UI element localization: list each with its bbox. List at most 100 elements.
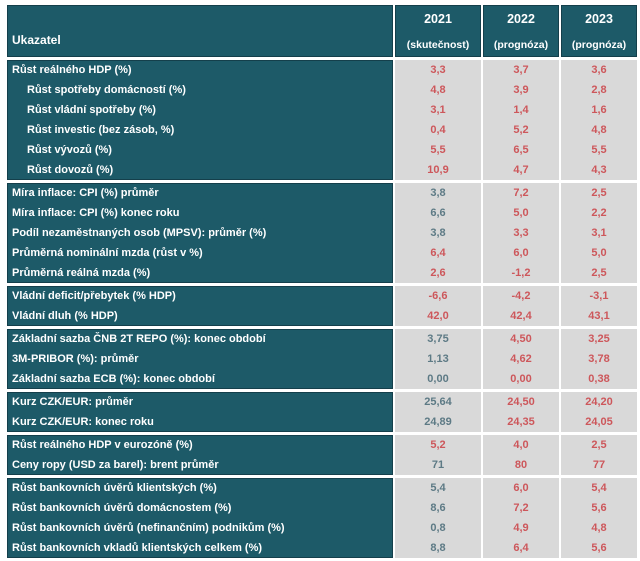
group-label-column: Základní sazba ČNB 2T REPO (%): konec ob…: [7, 329, 393, 389]
value-cell: 8,8: [430, 542, 446, 554]
group-value-column-2023: 2,5 2,2 3,1 5,0 2,5: [561, 183, 637, 283]
value-cell: 3,75: [427, 333, 449, 345]
row-label: Základní sazba ECB (%): konec období: [12, 373, 215, 385]
value-cell: 24,89: [424, 416, 452, 428]
group-label-column: Růst reálného HDP v eurozóně (%) Ceny rop…: [7, 435, 393, 475]
value-cell: 6,0: [513, 482, 529, 494]
row-label: Růst dovozů (%): [27, 164, 114, 176]
value-cell: 3,7: [513, 64, 529, 76]
row-label: Průměrná reálná mzda (%): [12, 267, 151, 279]
row-label: Vládní deficit/přebytek (% HDP): [12, 290, 176, 302]
value-cell: -6,6: [428, 290, 448, 302]
row-label: Míra inflace: CPI (%) konec roku: [12, 207, 180, 219]
group-label-column: Míra inflace: CPI (%) průměr Míra inflace…: [7, 183, 393, 283]
value-cell: 6,5: [513, 144, 529, 156]
row-label: Růst spotřeby domácností (%): [27, 84, 186, 96]
value-cell: 2,5: [591, 439, 607, 451]
header-indicator-cell: Ukazatel: [7, 5, 393, 57]
group-label-column: Kurz CZK/EUR: průměr Kurz CZK/EUR: konec …: [7, 392, 393, 432]
group-value-column-2022: 6,0 7,2 4,9 6,4: [483, 478, 559, 558]
value-cell: 5,2: [430, 439, 446, 451]
value-cell: 6,4: [513, 542, 529, 554]
row-label: 3M-PRIBOR (%): průměr: [12, 353, 139, 365]
value-cell: 3,3: [513, 227, 529, 239]
value-cell: 42,0: [427, 310, 449, 322]
row-label: Růst bankovních úvěrů klientských (%): [12, 482, 217, 494]
group-value-column-2022: 3,7 3,9 1,4 5,2 6,5 4,7: [483, 60, 559, 180]
header-sub-2023: (prognóza): [571, 39, 627, 51]
row-label: Podíl nezaměstnaných osob (MPSV): průměr…: [12, 227, 267, 239]
value-cell: 5,6: [591, 502, 607, 514]
group-value-column-2021: 5,4 8,6 0,8 8,8: [395, 478, 481, 558]
value-cell: 3,8: [430, 187, 446, 199]
value-cell: 25,64: [424, 396, 452, 408]
value-cell: 1,13: [427, 353, 449, 365]
group-value-column-2022: 24,50 24,35: [483, 392, 559, 432]
value-cell: 3,9: [513, 84, 529, 96]
value-cell: 24,05: [585, 416, 613, 428]
group-value-column-2023: 5,4 5,6 4,8 5,6: [561, 478, 637, 558]
row-label: Růst bankovních úvěrů domácnostem (%): [12, 502, 232, 514]
value-cell: 43,1: [588, 310, 610, 322]
row-label: Růst vládní spotřeby (%): [27, 104, 156, 116]
value-cell: -4,2: [511, 290, 531, 302]
value-cell: 4,3: [591, 164, 607, 176]
group-value-column-2022: 7,2 5,0 3,3 6,0 -1,2: [483, 183, 559, 283]
header-sub-2022: (prognóza): [493, 39, 549, 51]
value-cell: 10,9: [427, 164, 449, 176]
header-column-2023: 2023 (prognóza): [561, 5, 637, 57]
value-cell: 5,4: [430, 482, 446, 494]
row-label: Kurz CZK/EUR: průměr: [12, 396, 134, 408]
value-cell: 4,0: [513, 439, 529, 451]
value-cell: 2,6: [430, 267, 446, 279]
row-label: Průměrná nominální mzda (růst v %): [12, 247, 203, 259]
group-value-column-2022: 4,50 4,62 0,00: [483, 329, 559, 389]
row-label: Růst bankovních vkladů klientských celke…: [12, 542, 263, 554]
value-cell: 7,2: [513, 502, 529, 514]
row-label: Míra inflace: CPI (%) průměr: [12, 187, 159, 199]
value-cell: 3,8: [430, 227, 446, 239]
group-value-column-2023: -3,1 43,1: [561, 286, 637, 326]
value-cell: 5,5: [591, 144, 607, 156]
header-indicator-label: Ukazatel: [12, 33, 61, 47]
value-cell: 4,8: [591, 124, 607, 136]
group-value-column-2021: 3,8 6,6 3,8 6,4 2,6: [395, 183, 481, 283]
value-cell: 3,78: [588, 353, 610, 365]
row-label: Růst reálného HDP v eurozóně (%): [12, 439, 193, 451]
value-cell: 4,8: [430, 84, 446, 96]
header-year-2021: 2021: [424, 12, 452, 26]
row-group: Růst bankovních úvěrů klientských (%) Růs…: [7, 478, 637, 558]
value-cell: 8,6: [430, 502, 446, 514]
row-group: Míra inflace: CPI (%) průměr Míra inflace…: [7, 183, 637, 283]
group-value-column-2023: 2,5 77: [561, 435, 637, 475]
group-value-column-2021: 3,75 1,13 0,00: [395, 329, 481, 389]
header-year-2023: 2023: [585, 12, 613, 26]
group-value-column-2021: 3,3 4,8 3,1 0,4 5,5 10,9: [395, 60, 481, 180]
header-year-2022: 2022: [507, 12, 535, 26]
value-cell: 42,4: [510, 310, 532, 322]
row-group: Základní sazba ČNB 2T REPO (%): konec ob…: [7, 329, 637, 389]
row-label: Růst investic (bez zásob, %): [27, 124, 175, 136]
value-cell: 0,8: [430, 522, 446, 534]
row-label: Kurz CZK/EUR: konec roku: [12, 416, 154, 428]
row-group: Růst reálného HDP (%) Růst spotřeby domác…: [7, 60, 637, 180]
value-cell: 6,6: [430, 207, 446, 219]
row-label: Růst vývozů (%): [27, 144, 112, 156]
group-value-column-2023: 24,20 24,05: [561, 392, 637, 432]
header-sub-2021: (skutečnost): [406, 39, 470, 51]
group-value-column-2022: 4,0 80: [483, 435, 559, 475]
value-cell: 24,35: [507, 416, 535, 428]
value-cell: 5,6: [591, 542, 607, 554]
group-value-column-2023: 3,25 3,78 0,38: [561, 329, 637, 389]
group-value-column-2022: -4,2 42,4: [483, 286, 559, 326]
group-label-column: Růst reálného HDP (%) Růst spotřeby domác…: [7, 60, 393, 180]
row-label: Růst bankovních úvěrů (nefinančním) podn…: [12, 522, 285, 534]
group-value-column-2021: 25,64 24,89: [395, 392, 481, 432]
value-cell: 80: [514, 459, 528, 471]
value-cell: 3,1: [591, 227, 607, 239]
group-value-column-2021: -6,6 42,0: [395, 286, 481, 326]
value-cell: 0,4: [430, 124, 446, 136]
group-label-column: Vládní deficit/přebytek (% HDP) Vládní dl…: [7, 286, 393, 326]
group-label-column: Růst bankovních úvěrů klientských (%) Růs…: [7, 478, 393, 558]
row-label: Ceny ropy (USD za barel): brent průměr: [12, 459, 219, 471]
